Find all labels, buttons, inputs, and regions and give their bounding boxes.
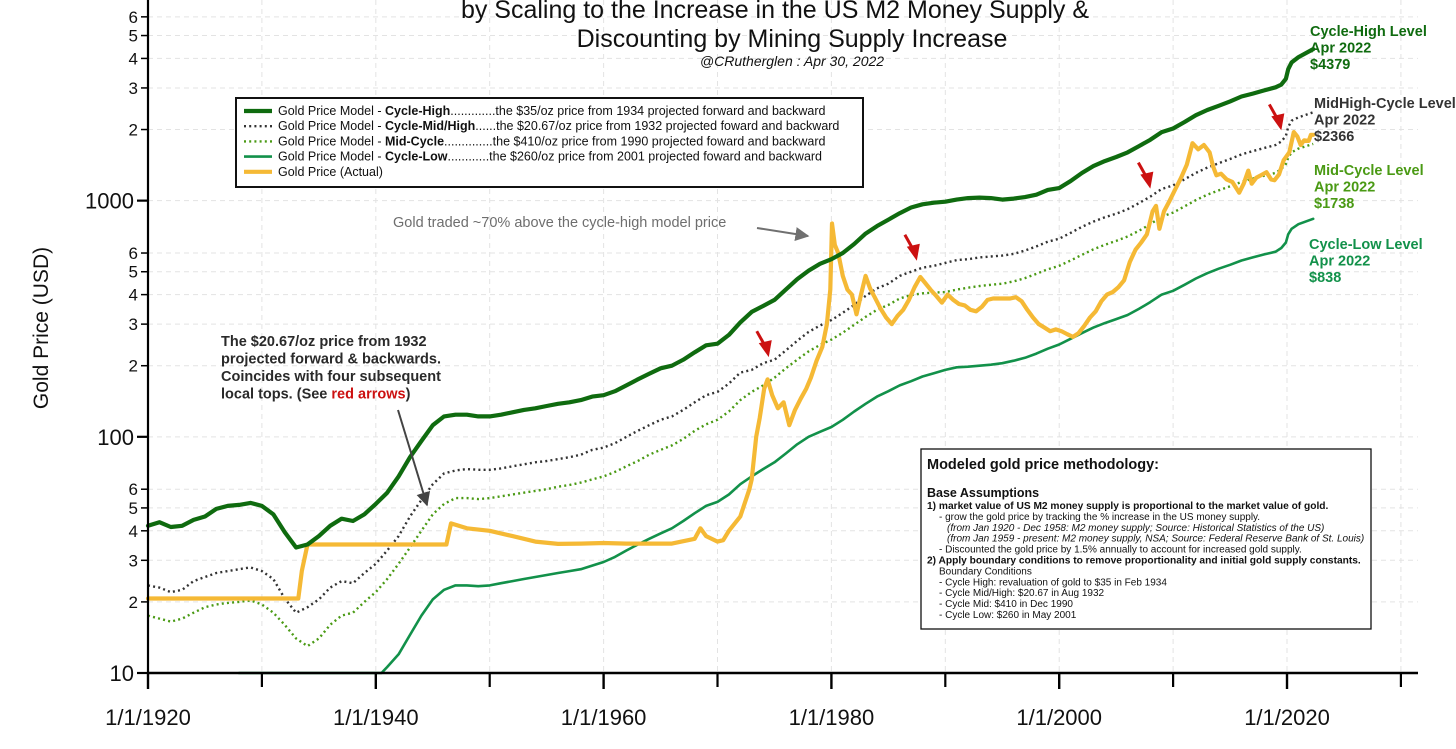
methodology-line-2: (from Jan 1920 - Dec 1958: M2 money supp… bbox=[947, 523, 1324, 534]
level-label-2-line-1: Apr 2022 bbox=[1314, 180, 1375, 196]
legend-label-mid: Gold Price Model - Mid-Cycle............… bbox=[278, 134, 826, 148]
y-tick-label-5: 6 bbox=[129, 480, 138, 499]
red-arrow-head-0 bbox=[758, 340, 772, 358]
legend-label-midhigh: Gold Price Model - Cycle-Mid/High......t… bbox=[278, 119, 839, 133]
series-group bbox=[145, 47, 1316, 675]
methodology-border bbox=[920, 448, 1372, 630]
y-tick-label-13: 2 bbox=[129, 121, 138, 140]
left-note-arrow bbox=[397, 409, 431, 507]
y-tick-label-2: 3 bbox=[129, 551, 138, 570]
legend-label-actual: Gold Price (Actual) bbox=[278, 165, 383, 179]
methodology-line-3: (from Jan 1959 - present: M2 money suppl… bbox=[947, 534, 1364, 545]
red-arrow-head-2 bbox=[1140, 171, 1154, 189]
x-tick-label-3: 1/1/1980 bbox=[789, 705, 875, 730]
left-note-line-2: Coincides with four subsequent bbox=[221, 369, 441, 385]
methodology-line-1: - grow the gold price by tracking the % … bbox=[939, 512, 1260, 523]
level-label-0-line-2: $4379 bbox=[1310, 57, 1350, 73]
methodology-line-5: 2) Apply boundary conditions to remove p… bbox=[927, 556, 1361, 567]
left-note-last-line: local tops. (See red arrows) bbox=[221, 387, 411, 403]
methodology-line-10: - Cycle Low: $260 in May 2001 bbox=[939, 610, 1077, 621]
series-line-high bbox=[145, 47, 1316, 550]
methodology-line-6: Boundary Conditions bbox=[939, 566, 1032, 577]
methodology-line-9: - Cycle Mid: $410 in Dec 1990 bbox=[939, 599, 1073, 610]
series-line-actual bbox=[145, 130, 1316, 601]
chart-subtitle: @CRutherglen : Apr 30, 2022 bbox=[700, 53, 884, 69]
methodology-subheading: Base Assumptions bbox=[927, 486, 1039, 500]
red-arrow-2 bbox=[1137, 161, 1154, 189]
y-tick-label-8: 3 bbox=[129, 315, 138, 334]
red-arrow-3 bbox=[1268, 103, 1285, 131]
level-label-1-line-1: Apr 2022 bbox=[1314, 113, 1375, 129]
y-tick-label-10: 5 bbox=[129, 263, 138, 282]
y-tick-label-9: 4 bbox=[129, 286, 138, 305]
peak-annotation: Gold traded ~70% above the cycle-high mo… bbox=[393, 215, 726, 231]
x-tick-label-1: 1/1/1940 bbox=[333, 705, 419, 730]
level-label-3-line-1: Apr 2022 bbox=[1309, 254, 1370, 270]
y-axis-label: Gold Price (USD) bbox=[30, 247, 53, 409]
methodology-line-7: - Cycle High: revaluation of gold to $35… bbox=[939, 577, 1167, 588]
legend: Gold Price Model - Cycle-High...........… bbox=[235, 97, 864, 188]
methodology-box: Modeled gold price methodology: Base Ass… bbox=[920, 448, 1372, 630]
y-tick-label-7: 2 bbox=[129, 357, 138, 376]
chart-title-line-1: by Scaling to the Increase in the US M2 … bbox=[461, 0, 1089, 24]
methodology-line-0: 1) market value of US M2 money supply is… bbox=[927, 501, 1329, 512]
methodology-lines: 1) market value of US M2 money supply is… bbox=[927, 501, 1364, 621]
y-tick-label-1: 2 bbox=[129, 593, 138, 612]
y-tick-label-17: 6 bbox=[129, 8, 138, 27]
methodology-line-4: - Discounted the gold price by 1.5% annu… bbox=[939, 545, 1302, 556]
red-arrow-1 bbox=[903, 233, 920, 261]
methodology-heading: Modeled gold price methodology: bbox=[927, 457, 1159, 473]
x-tick-label-0: 1/1/1920 bbox=[105, 705, 191, 730]
y-tick-label-6: 100 bbox=[97, 425, 134, 450]
x-tick-label-5: 1/1/2020 bbox=[1244, 705, 1330, 730]
level-label-3-line-0: Cycle-Low Level bbox=[1309, 237, 1423, 253]
y-tick-label-15: 4 bbox=[129, 49, 138, 68]
peak-annotation-arrow bbox=[756, 227, 810, 241]
red-arrow-head-3 bbox=[1271, 113, 1285, 131]
red-arrow-0 bbox=[755, 330, 772, 358]
legend-label-low: Gold Price Model - Cycle-Low............… bbox=[278, 150, 822, 164]
y-tick-label-16: 5 bbox=[129, 27, 138, 46]
level-label-3-line-2: $838 bbox=[1309, 270, 1341, 286]
y-tick-label-11: 6 bbox=[129, 244, 138, 263]
level-label-2-line-0: Mid-Cycle Level bbox=[1314, 163, 1424, 179]
methodology-line-8: - Cycle Mid/High: $20.67 in Aug 1932 bbox=[939, 588, 1105, 599]
red-arrow-head-1 bbox=[906, 243, 920, 261]
x-tick-label-4: 1/1/2000 bbox=[1016, 705, 1102, 730]
legend-box bbox=[235, 97, 864, 188]
level-label-1-line-0: MidHigh-Cycle Level bbox=[1314, 96, 1456, 112]
y-tick-label-0: 10 bbox=[110, 661, 134, 686]
series-line-mid bbox=[147, 142, 1314, 648]
left-note-line-1: projected forward & backwards. bbox=[221, 352, 441, 368]
chart-title-line-2: Discounting by Mining Supply Increase bbox=[577, 25, 1008, 53]
y-tick-label-4: 5 bbox=[129, 499, 138, 518]
legend-entries: Gold Price Model - Cycle-High...........… bbox=[244, 104, 839, 179]
series-line-low bbox=[237, 217, 1315, 675]
y-tick-label-3: 4 bbox=[129, 522, 138, 541]
level-label-0-line-1: Apr 2022 bbox=[1310, 41, 1371, 57]
x-tick-label-2: 1/1/1960 bbox=[561, 705, 647, 730]
left-note-line-0: The $20.67/oz price from 1932 bbox=[221, 334, 427, 350]
level-label-0-line-0: Cycle-High Level bbox=[1310, 24, 1427, 40]
y-tick-label-12: 1000 bbox=[85, 189, 134, 214]
level-label-1-line-2: $2366 bbox=[1314, 129, 1354, 145]
level-label-2-line-2: $1738 bbox=[1314, 196, 1354, 212]
annotations-group: Gold traded ~70% above the cycle-high mo… bbox=[221, 103, 1285, 507]
y-tick-label-14: 3 bbox=[129, 79, 138, 98]
legend-label-high: Gold Price Model - Cycle-High...........… bbox=[278, 104, 826, 118]
